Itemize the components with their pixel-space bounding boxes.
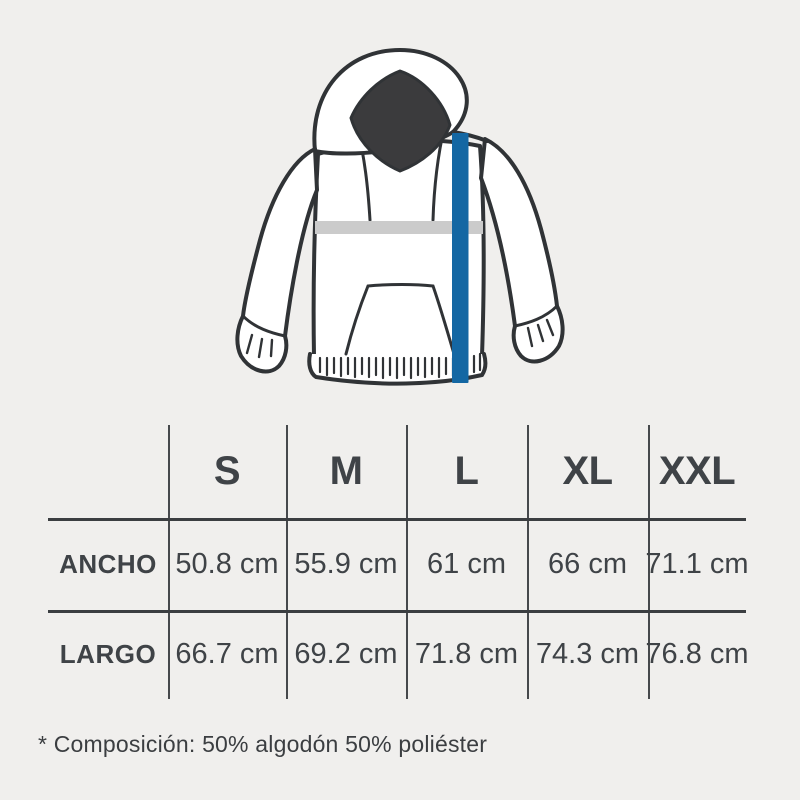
- table-vline-1: [168, 425, 170, 699]
- row-label-ancho: ANCHO: [59, 548, 157, 579]
- col-header-m: M: [329, 449, 363, 493]
- col-header-s: S: [213, 449, 241, 493]
- largo-value-l: 71.8 cm: [414, 638, 519, 670]
- table-vline-2: [286, 425, 288, 699]
- size-table-grid: S M L XL XXL ANCHO 50.8 cm 55.9 cm 61 cm…: [48, 425, 749, 699]
- col-header-xl: XL: [562, 449, 613, 493]
- ancho-value-xl: 66 cm: [548, 547, 627, 580]
- row-label-largo: LARGO: [59, 639, 157, 669]
- left-cuff-ribbing: [245, 333, 274, 359]
- hood-lining-dark: [349, 69, 452, 173]
- table-vline-5: [648, 425, 650, 699]
- ancho-value-l: 61 cm: [427, 547, 506, 580]
- largo-value-s: 66.7 cm: [175, 638, 279, 670]
- kangaroo-pocket-outline: [344, 283, 456, 356]
- largo-value-xl: 74.3 cm: [535, 638, 640, 670]
- left-cuff-line: [241, 314, 287, 338]
- largo-value-xxl: 76.8 cm: [645, 638, 749, 670]
- table-vline-4: [527, 425, 529, 699]
- ancho-value-m: 55.9 cm: [294, 547, 398, 580]
- left-sleeve: [235, 147, 319, 374]
- size-table: S M L XL XXL ANCHO 50.8 cm 55.9 cm 61 cm…: [48, 425, 749, 699]
- right-shoulder-seam: [451, 130, 489, 143]
- table-vline-3: [406, 425, 408, 699]
- right-sleeve: [479, 137, 565, 364]
- col-header-xxl: XXL: [658, 449, 736, 493]
- right-cuff-line: [513, 304, 559, 328]
- largo-value-m: 69.2 cm: [294, 638, 398, 670]
- right-cuff-ribbing: [526, 318, 555, 348]
- table-hline-header: [48, 518, 746, 521]
- hem-band-outline: [307, 352, 488, 386]
- table-hline-middle: [48, 610, 746, 613]
- hoodie-illustration: [230, 38, 575, 403]
- chest-width-band: [315, 221, 483, 234]
- composition-footnote: * Composición: 50% algodón 50% poliéster: [38, 731, 488, 757]
- ancho-value-xxl: 71.1 cm: [645, 547, 749, 580]
- corner-cell: [48, 425, 168, 518]
- body-length-band: [452, 133, 469, 383]
- col-header-l: L: [454, 449, 479, 493]
- hoodie-diagram-svg: [235, 48, 565, 386]
- ancho-value-s: 50.8 cm: [175, 547, 279, 580]
